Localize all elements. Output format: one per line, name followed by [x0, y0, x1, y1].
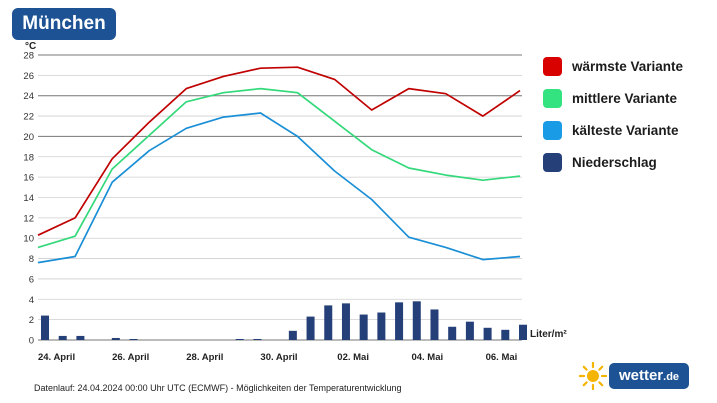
precipitation-bar — [76, 335, 85, 340]
y-tick-label: 28 — [23, 51, 34, 62]
precipitation-bar — [129, 338, 138, 340]
precipitation-bar — [395, 302, 404, 340]
x-tick-label: 28. April — [186, 352, 223, 363]
precipitation-bar — [448, 326, 457, 340]
legend-item-precipitation: Niederschlag — [543, 146, 713, 178]
precipitation-bar — [58, 335, 67, 340]
x-tick-label: 04. Mai — [411, 352, 443, 363]
legend-swatch-middle — [543, 88, 562, 108]
y-tick-label: 24 — [23, 91, 34, 102]
legend-item-coldest: kälteste Variante — [543, 114, 713, 146]
precipitation-bar — [253, 338, 262, 340]
y-tick-label: 14 — [23, 193, 34, 204]
precipitation-bar — [341, 303, 350, 340]
y-axis-unit: °C — [25, 41, 36, 52]
precipitation-unit: Liter/m² — [530, 329, 567, 340]
legend-label-warmest: wärmste Variante — [572, 58, 684, 74]
precipitation-bar — [377, 312, 386, 340]
y-tick-label: 18 — [23, 152, 34, 163]
series-line-1 — [37, 87, 521, 249]
precipitation-bar — [483, 327, 492, 340]
legend-swatch-warmest — [543, 56, 562, 76]
y-tick-label: 20 — [23, 132, 34, 143]
legend-label-coldest: kälteste Variante — [572, 122, 679, 138]
precipitation-bar — [288, 330, 297, 340]
y-tick-label: 4 — [29, 295, 34, 306]
y-tick-label: 8 — [29, 254, 34, 265]
y-tick-label: 12 — [23, 213, 34, 224]
legend-label-precipitation: Niederschlag — [572, 154, 657, 170]
precipitation-bar — [430, 309, 439, 340]
y-tick-label: 2 — [29, 315, 34, 326]
brand-wordmark: wetter.de — [609, 363, 689, 389]
precipitation-bar — [465, 321, 474, 340]
series-line-0 — [37, 66, 521, 236]
x-tick-label: 02. Mai — [337, 352, 369, 363]
x-tick-label: 30. April — [260, 352, 297, 363]
x-tick-label: 26. April — [112, 352, 149, 363]
y-tick-label: 6 — [29, 274, 34, 285]
y-tick-label: 22 — [23, 112, 34, 123]
legend-swatch-coldest — [543, 120, 562, 140]
precipitation-bar — [324, 305, 333, 340]
legend-item-warmest: wärmste Variante — [543, 50, 713, 82]
brand-logo[interactable]: wetter.de — [579, 362, 691, 390]
precipitation-bar — [235, 338, 244, 340]
precipitation-bar — [111, 337, 120, 340]
precipitation-bar — [359, 314, 368, 340]
y-tick-label: 10 — [23, 234, 34, 245]
precipitation-bar — [306, 316, 315, 340]
x-tick-label: 24. April — [38, 352, 75, 363]
legend-label-middle: mittlere Variante — [572, 90, 678, 106]
precipitation-bar — [412, 301, 421, 340]
x-tick-label: 06. Mai — [486, 352, 518, 363]
precipitation-bar — [519, 324, 527, 340]
brand-name: wetter — [618, 367, 664, 384]
y-tick-label: 0 — [29, 336, 34, 347]
brand-suffix: .de — [663, 371, 680, 383]
y-tick-label: 26 — [23, 71, 34, 82]
series-line-2 — [37, 112, 521, 264]
data-run-note: Datenlauf: 24.04.2024 00:00 Uhr UTC (ECM… — [34, 383, 402, 393]
city-title: München — [12, 8, 116, 40]
precipitation-bar — [41, 315, 49, 340]
legend-swatch-precipitation — [543, 152, 562, 172]
y-tick-label: 16 — [23, 173, 34, 184]
precipitation-bar — [501, 329, 510, 340]
legend-item-middle: mittlere Variante — [543, 82, 713, 114]
chart-legend: wärmste Variante mittlere Variante kälte… — [543, 50, 713, 178]
sun-icon — [579, 362, 607, 390]
